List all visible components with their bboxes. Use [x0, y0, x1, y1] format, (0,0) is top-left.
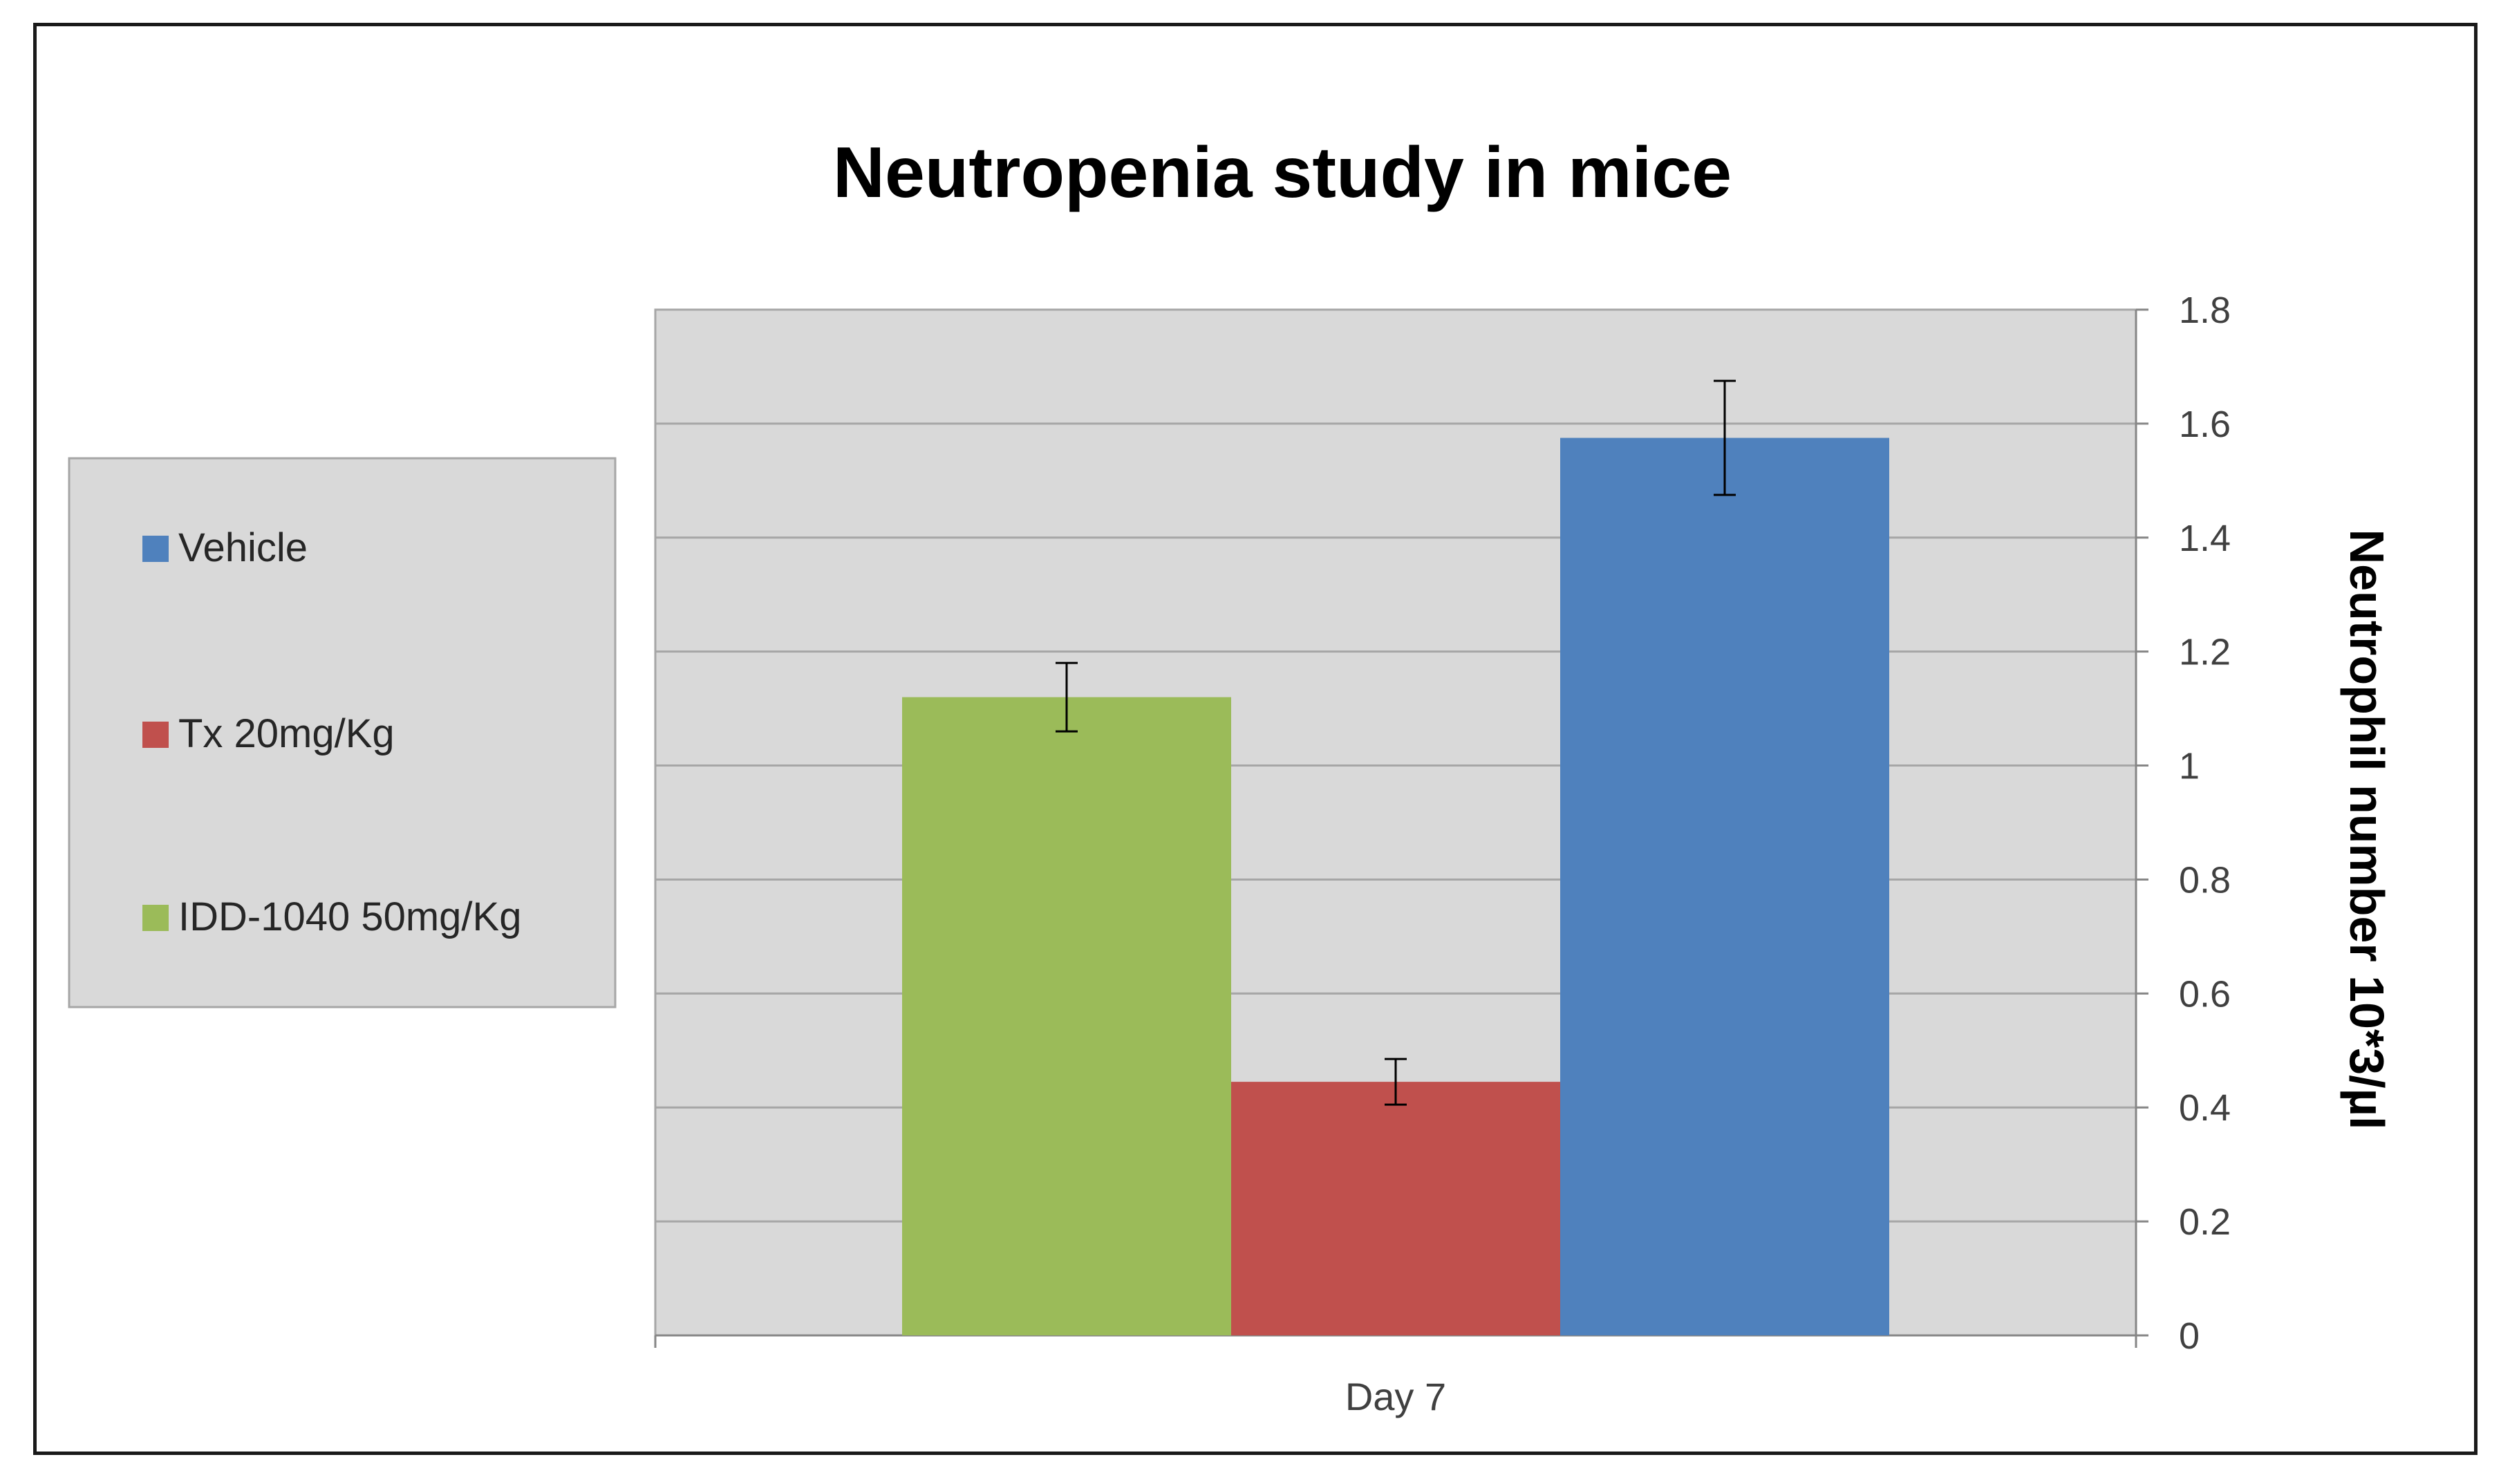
- legend-swatch: [142, 905, 169, 931]
- legend-swatch: [142, 536, 169, 562]
- plot-area: 0 0.2 0.4 0.6 0.8 1 1.2 1.4 1.6 1.8 Day 7: [654, 290, 2231, 1418]
- y-axis-label: Neutrophil number 10*3/µl: [2340, 529, 2394, 1130]
- legend-label: Vehicle: [178, 525, 308, 570]
- y-tick-label: 0: [2179, 1315, 2200, 1357]
- y-tick-label: 0.2: [2179, 1201, 2231, 1243]
- legend-swatch: [142, 722, 169, 748]
- y-tick-label: 1.6: [2179, 404, 2231, 445]
- bar-tx-20mg-kg: [1231, 1082, 1560, 1335]
- y-tick-label: 0.4: [2179, 1087, 2231, 1129]
- y-tick-label: 1.4: [2179, 518, 2231, 559]
- x-category-label: Day 7: [1345, 1375, 1446, 1418]
- legend-label: IDD-1040 50mg/Kg: [178, 894, 521, 939]
- y-tick-label: 1: [2179, 746, 2200, 787]
- bar-idd-1040-50mg-kg: [902, 697, 1231, 1335]
- y-tick-label: 0.6: [2179, 973, 2231, 1015]
- legend: Vehicle Tx 20mg/Kg IDD-1040 50mg/Kg: [68, 457, 617, 1008]
- y-tick-label: 1.2: [2179, 632, 2231, 673]
- bar-vehicle: [1560, 438, 1889, 1335]
- legend-label: Tx 20mg/Kg: [178, 711, 395, 756]
- y-tick-label: 0.8: [2179, 859, 2231, 901]
- y-tick-label: 1.8: [2179, 290, 2231, 331]
- chart-title: Neutropenia study in mice: [833, 133, 1732, 213]
